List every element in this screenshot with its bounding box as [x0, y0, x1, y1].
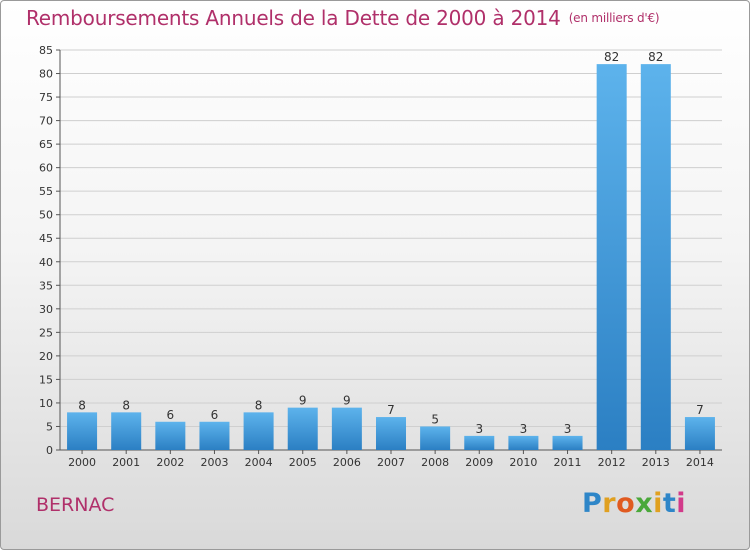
- x-tick-label-2007: 2007: [377, 456, 405, 469]
- proxiti-logo: Proxiti: [582, 488, 686, 519]
- y-tick-label: 20: [39, 350, 53, 363]
- commune-name: BERNAC: [36, 494, 115, 516]
- logo-letter: i: [676, 488, 687, 519]
- value-label-2013: 82: [648, 50, 663, 64]
- y-tick-label: 80: [39, 68, 53, 81]
- bar-2003: [199, 421, 230, 450]
- value-label-2004: 8: [255, 398, 263, 412]
- logo-letter: P: [582, 488, 603, 519]
- x-tick-label-2002: 2002: [156, 456, 184, 469]
- bar-2004: [243, 412, 274, 450]
- bar-2009: [464, 435, 495, 450]
- value-label-2009: 3: [475, 422, 483, 436]
- bar-2001: [111, 412, 142, 450]
- x-tick-label-2011: 2011: [554, 456, 582, 469]
- value-label-2002: 6: [167, 408, 175, 422]
- y-tick-label: 85: [39, 44, 53, 57]
- x-tick-label-2014: 2014: [686, 456, 714, 469]
- y-tick-label: 50: [39, 209, 53, 222]
- logo-letter: i: [653, 488, 663, 519]
- bar-2013: [640, 64, 671, 450]
- y-tick-label: 30: [39, 303, 53, 316]
- y-tick-label: 15: [39, 373, 53, 386]
- bar-2011: [552, 435, 583, 450]
- y-tick-label: 45: [39, 232, 53, 245]
- y-tick-label: 40: [39, 256, 53, 269]
- y-tick-label: 25: [39, 326, 53, 339]
- x-tick-label-2013: 2013: [642, 456, 670, 469]
- x-tick-label-2012: 2012: [598, 456, 626, 469]
- bar-2008: [420, 426, 451, 450]
- logo-letter: o: [616, 488, 636, 519]
- value-label-2003: 6: [211, 408, 219, 422]
- bar-2010: [508, 435, 539, 450]
- value-label-2010: 3: [520, 422, 528, 436]
- value-label-2001: 8: [122, 398, 130, 412]
- y-tick-label: 35: [39, 279, 53, 292]
- chart-title: Remboursements Annuels de la Dette de 20…: [26, 6, 660, 30]
- value-label-2012: 82: [604, 50, 619, 64]
- bar-2006: [331, 407, 362, 450]
- logo-letter: x: [635, 488, 654, 519]
- x-tick-label-2001: 2001: [112, 456, 140, 469]
- logo-letter: t: [662, 488, 677, 519]
- x-tick-label-2010: 2010: [509, 456, 537, 469]
- chart-title-text: Remboursements Annuels de la Dette de 20…: [26, 6, 561, 30]
- bar-2012: [596, 64, 627, 450]
- y-tick-label: 0: [46, 444, 53, 457]
- x-tick-label-2006: 2006: [333, 456, 361, 469]
- x-tick-label-2000: 2000: [68, 456, 96, 469]
- y-tick-label: 65: [39, 138, 53, 151]
- value-label-2000: 8: [78, 398, 86, 412]
- y-tick-label: 75: [39, 91, 53, 104]
- y-tick-label: 5: [46, 420, 53, 433]
- x-tick-label-2008: 2008: [421, 456, 449, 469]
- y-tick-label: 10: [39, 397, 53, 410]
- bar-2000: [67, 412, 98, 450]
- chart-unit: (en milliers d'€): [568, 11, 660, 25]
- bar-2002: [155, 421, 186, 450]
- logo-letter: r: [602, 488, 617, 519]
- value-label-2008: 5: [431, 412, 439, 426]
- value-label-2007: 7: [387, 403, 395, 417]
- value-label-2014: 7: [696, 403, 704, 417]
- bar-2014: [684, 417, 715, 450]
- y-tick-label: 70: [39, 115, 53, 128]
- y-tick-label: 60: [39, 162, 53, 175]
- labels: 0510152025303540455055606570758085820008…: [39, 44, 714, 469]
- bars: [67, 64, 715, 450]
- bar-2007: [375, 417, 407, 450]
- y-tick-label: 55: [39, 185, 53, 198]
- value-label-2011: 3: [564, 422, 572, 436]
- bar-2005: [287, 407, 318, 450]
- x-tick-label-2003: 2003: [200, 456, 228, 469]
- x-tick-label-2005: 2005: [289, 456, 317, 469]
- x-tick-label-2009: 2009: [465, 456, 493, 469]
- x-tick-label-2004: 2004: [245, 456, 273, 469]
- value-label-2005: 9: [299, 394, 307, 408]
- value-label-2006: 9: [343, 394, 351, 408]
